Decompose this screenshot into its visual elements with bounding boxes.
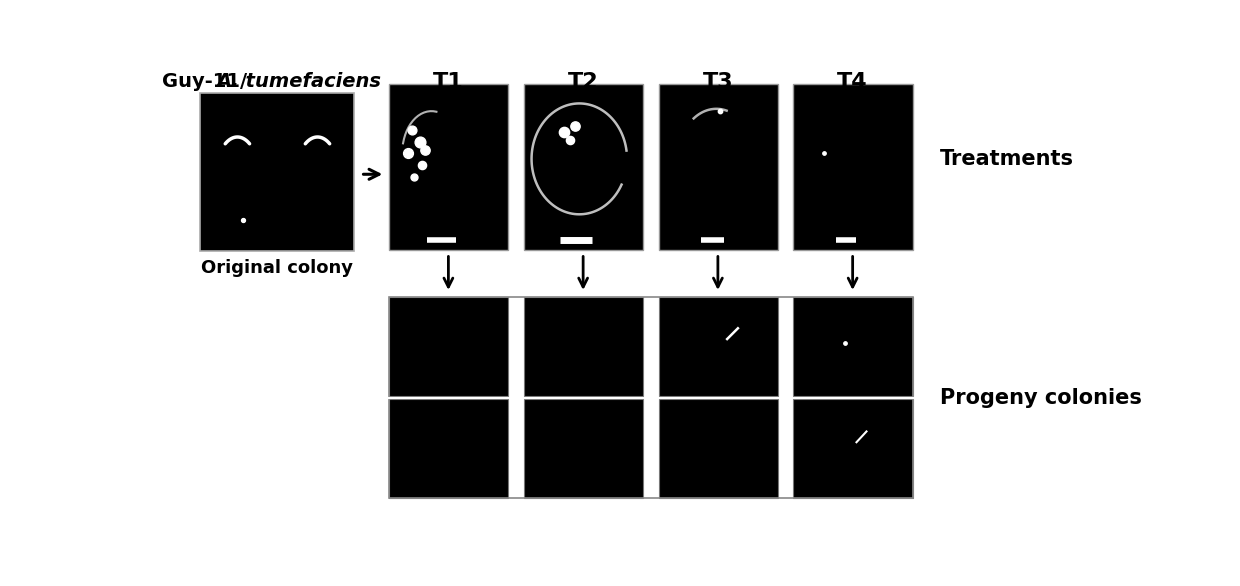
Point	[233, 216, 253, 225]
Text: Progeny colonies: Progeny colonies	[940, 387, 1142, 408]
Bar	[523, 298, 644, 396]
Text: T2: T2	[568, 72, 599, 92]
Bar	[523, 399, 644, 498]
Bar	[523, 84, 644, 250]
Text: Original colony: Original colony	[201, 259, 353, 277]
Point	[412, 161, 432, 170]
Bar	[389, 298, 913, 498]
Bar	[658, 399, 777, 498]
Point	[404, 172, 424, 181]
Text: A. tumefaciens: A. tumefaciens	[216, 72, 381, 91]
Bar	[794, 298, 913, 396]
Bar	[658, 84, 777, 250]
Bar	[658, 298, 777, 396]
Point	[835, 338, 854, 347]
Point	[711, 107, 730, 116]
Text: Treatments: Treatments	[940, 149, 1074, 169]
Point	[402, 125, 422, 135]
Point	[398, 149, 418, 158]
Point	[815, 149, 835, 158]
Text: T1: T1	[433, 72, 464, 92]
Bar	[794, 84, 913, 250]
Point	[565, 121, 585, 131]
Text: T3: T3	[703, 72, 733, 92]
Bar	[389, 399, 508, 498]
Bar	[389, 84, 508, 250]
Point	[560, 135, 580, 144]
Bar	[201, 93, 355, 251]
Text: T4: T4	[837, 72, 868, 92]
Bar	[794, 399, 913, 498]
Point	[415, 145, 435, 154]
Point	[410, 137, 430, 146]
Bar	[389, 298, 508, 396]
Text: Guy-11/: Guy-11/	[162, 72, 247, 91]
Point	[554, 127, 574, 137]
